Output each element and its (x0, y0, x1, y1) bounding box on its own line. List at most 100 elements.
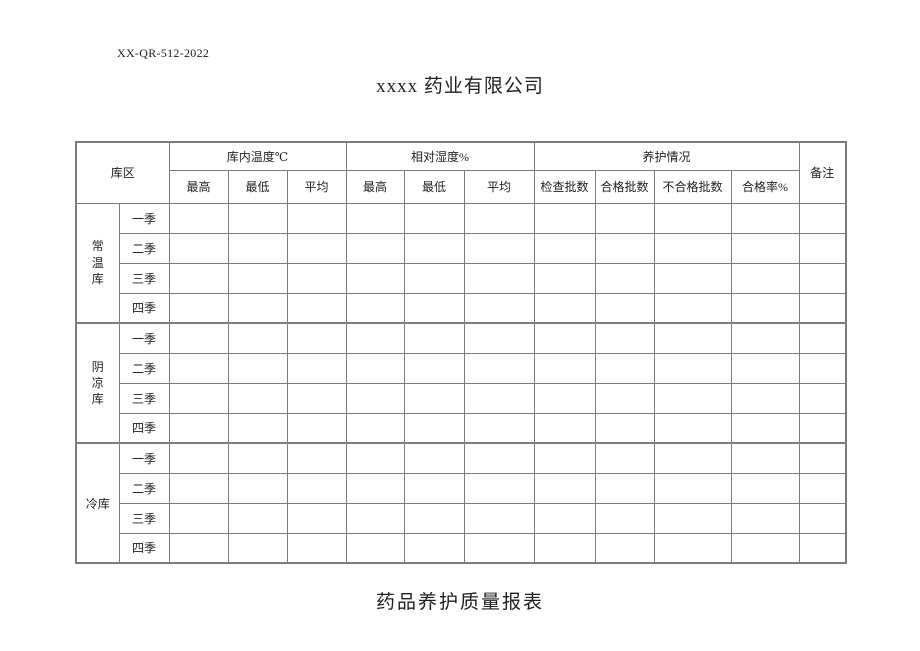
empty-data-cell (403, 202, 465, 234)
quarter-cell: 一季 (118, 442, 170, 474)
empty-data-cell (653, 412, 732, 444)
table-row: 二季 (76, 472, 847, 504)
empty-data-cell (594, 532, 655, 564)
doc-code: XX-QR-512-2022 (117, 46, 210, 60)
header-temp-max: 最高 (168, 169, 229, 204)
empty-data-cell (345, 532, 405, 564)
table-row: 阴凉库 一季 (75, 322, 847, 444)
empty-data-cell (227, 412, 288, 444)
empty-data-cell (403, 352, 465, 384)
empty-data-cell (168, 232, 229, 264)
empty-data-cell (403, 262, 465, 294)
empty-data-cell (227, 322, 288, 354)
empty-data-cell (286, 262, 347, 294)
header-remarks: 备注 (798, 141, 847, 204)
empty-data-cell (798, 442, 847, 474)
empty-data-cell (533, 472, 596, 504)
empty-data-cell (798, 262, 847, 294)
header-pass-rate: 合格率% (730, 169, 800, 204)
header-area: 库区 (75, 141, 170, 204)
empty-data-cell (227, 502, 288, 534)
header-hum-max: 最高 (345, 169, 405, 204)
empty-data-cell (286, 382, 347, 414)
empty-data-cell (168, 292, 229, 324)
header-temp-avg: 平均 (286, 169, 347, 204)
empty-data-cell (533, 262, 596, 294)
empty-data-cell (533, 502, 596, 534)
empty-data-cell (730, 472, 800, 504)
empty-data-cell (653, 502, 732, 534)
empty-data-cell (463, 412, 535, 444)
empty-data-cell (168, 532, 229, 564)
empty-data-cell (463, 472, 535, 504)
group-label-cell-cold: 冷库 (75, 442, 120, 564)
empty-data-cell (463, 352, 535, 384)
empty-data-cell (286, 292, 347, 324)
empty-data-cell (345, 412, 405, 444)
empty-data-cell (168, 382, 229, 414)
empty-data-cell (168, 202, 229, 234)
quarter-cell: 四季 (118, 412, 170, 444)
empty-data-cell (286, 532, 347, 564)
quarter-cell: 三季 (118, 502, 170, 534)
empty-data-cell (286, 232, 347, 264)
empty-data-cell (594, 472, 655, 504)
empty-data-cell (463, 382, 535, 414)
empty-data-cell (168, 412, 229, 444)
empty-data-cell (730, 262, 800, 294)
empty-data-cell (594, 442, 655, 474)
empty-data-cell (168, 322, 229, 354)
empty-data-cell (798, 322, 847, 354)
table-row: 四季 (76, 412, 847, 444)
empty-data-cell (594, 502, 655, 534)
header-humidity-group: 相对湿度% (345, 141, 535, 171)
empty-data-cell (286, 472, 347, 504)
empty-data-cell (286, 352, 347, 384)
header-hum-min: 最低 (403, 169, 465, 204)
empty-data-cell (594, 382, 655, 414)
empty-data-cell (533, 232, 596, 264)
empty-data-cell (403, 532, 465, 564)
empty-data-cell (463, 442, 535, 474)
empty-data-cell (286, 202, 347, 234)
empty-data-cell (403, 382, 465, 414)
empty-data-cell (345, 502, 405, 534)
empty-data-cell (403, 322, 465, 354)
empty-data-cell (730, 382, 800, 414)
empty-data-cell (345, 292, 405, 324)
empty-data-cell (533, 322, 596, 354)
empty-data-cell (730, 352, 800, 384)
empty-data-cell (227, 472, 288, 504)
quarter-cell: 二季 (118, 232, 170, 264)
empty-data-cell (286, 442, 347, 474)
empty-data-cell (533, 412, 596, 444)
empty-data-cell (403, 232, 465, 264)
quarter-cell: 二季 (118, 352, 170, 384)
empty-data-cell (730, 322, 800, 354)
quarter-cell: 三季 (118, 382, 170, 414)
empty-data-cell (730, 502, 800, 534)
table-row: 常温库 一季 (75, 202, 847, 324)
empty-data-cell (653, 202, 732, 234)
empty-data-cell (653, 382, 732, 414)
empty-data-cell (345, 382, 405, 414)
empty-data-cell (798, 352, 847, 384)
empty-data-cell (227, 382, 288, 414)
empty-data-cell (227, 292, 288, 324)
empty-data-cell (345, 322, 405, 354)
empty-data-cell (594, 232, 655, 264)
empty-data-cell (533, 352, 596, 384)
empty-data-cell (798, 412, 847, 444)
group-label-cell-cool: 阴凉库 (75, 322, 120, 444)
empty-data-cell (533, 442, 596, 474)
empty-data-cell (730, 532, 800, 564)
empty-data-cell (345, 472, 405, 504)
empty-data-cell (403, 502, 465, 534)
empty-data-cell (463, 322, 535, 354)
empty-data-cell (798, 202, 847, 234)
empty-data-cell (730, 412, 800, 444)
report-table: 库区 库内温度℃ 相对湿度% 养护情况 备注 最高 最低 平均 最高 最低 平均… (75, 141, 848, 564)
empty-data-cell (403, 292, 465, 324)
empty-data-cell (463, 202, 535, 234)
